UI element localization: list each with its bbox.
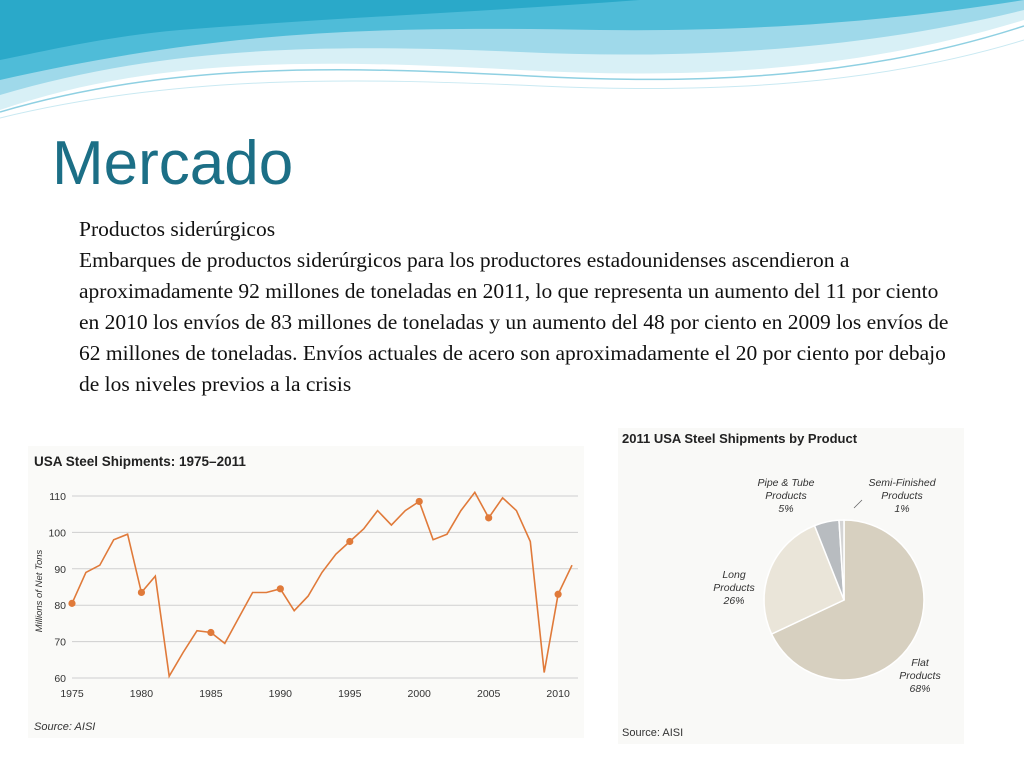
slide-paragraph: Embarques de productos siderúrgicos para… (79, 248, 949, 396)
x-tick-label: 1995 (338, 688, 362, 700)
line-chart-y-ticks: 60 70 80 90 100 110 (48, 491, 66, 685)
y-tick-label: 90 (54, 564, 66, 576)
pie-slice-label: Semi-Finished Products 1% (868, 477, 936, 515)
line-chart-x-ticks: 1975 1980 1985 1990 1995 2000 2005 2010 (60, 688, 570, 700)
pie-chart-title: 2011 USA Steel Shipments by Product (622, 431, 858, 446)
line-chart-source: Source: AISI (34, 721, 95, 733)
pie-labels: Flat Products 68% Long Products 26% Pipe & Tub… (713, 477, 941, 695)
pie-slice (838, 519, 845, 601)
pie-leader-line (853, 499, 863, 509)
slide-subtitle: Productos siderúrgicos (79, 217, 276, 241)
line-chart-ylabel: Millions of Net Tons (34, 549, 45, 632)
x-tick-label: 2000 (408, 688, 432, 700)
line-chart-grid (72, 495, 578, 679)
pie-slice-label: Long Products 26% (713, 569, 755, 607)
decorative-wave-banner (0, 0, 1024, 119)
x-tick-label: 1990 (269, 688, 293, 700)
pie-slice-label: Flat Products 68% (899, 657, 941, 695)
y-tick-label: 80 (54, 600, 66, 612)
x-tick-label: 1980 (130, 688, 154, 700)
data-point-marker (68, 599, 76, 607)
pie-chart-source: Source: AISI (622, 727, 683, 739)
pie-slice (770, 519, 925, 681)
pie-chart-panel: 2011 USA Steel Shipments by Product Flat… (618, 428, 964, 744)
line-chart: USA Steel Shipments: 1975–2011 Millions … (34, 454, 578, 733)
pie-slice (763, 524, 845, 636)
y-tick-label: 60 (54, 673, 66, 685)
pie-slices (763, 519, 925, 681)
x-tick-label: 1975 (60, 688, 84, 700)
series-line (71, 490, 573, 679)
body-text: Productos siderúrgicos Embarques de prod… (79, 214, 959, 400)
data-point-marker (485, 514, 493, 522)
data-point-marker (346, 537, 354, 546)
line-chart-panel: USA Steel Shipments: 1975–2011 Millions … (28, 446, 584, 738)
x-tick-label: 1985 (199, 688, 223, 700)
data-point-marker (415, 497, 423, 506)
data-point-marker (276, 585, 284, 593)
slide-title: Mercado (52, 129, 294, 198)
data-point-marker (137, 588, 146, 597)
x-tick-label: 2005 (477, 688, 501, 700)
x-tick-label: 2010 (546, 688, 570, 700)
y-tick-label: 110 (49, 491, 66, 503)
pie-slice-label: Pipe & Tube Products 5% (757, 477, 814, 515)
pie-chart: 2011 USA Steel Shipments by Product Flat… (622, 431, 941, 739)
line-chart-title: USA Steel Shipments: 1975–2011 (34, 454, 246, 469)
y-tick-label: 70 (54, 637, 66, 649)
data-point-marker (207, 628, 215, 637)
data-point-marker (554, 590, 562, 598)
y-tick-label: 100 (48, 527, 66, 539)
line-chart-markers (68, 497, 562, 637)
